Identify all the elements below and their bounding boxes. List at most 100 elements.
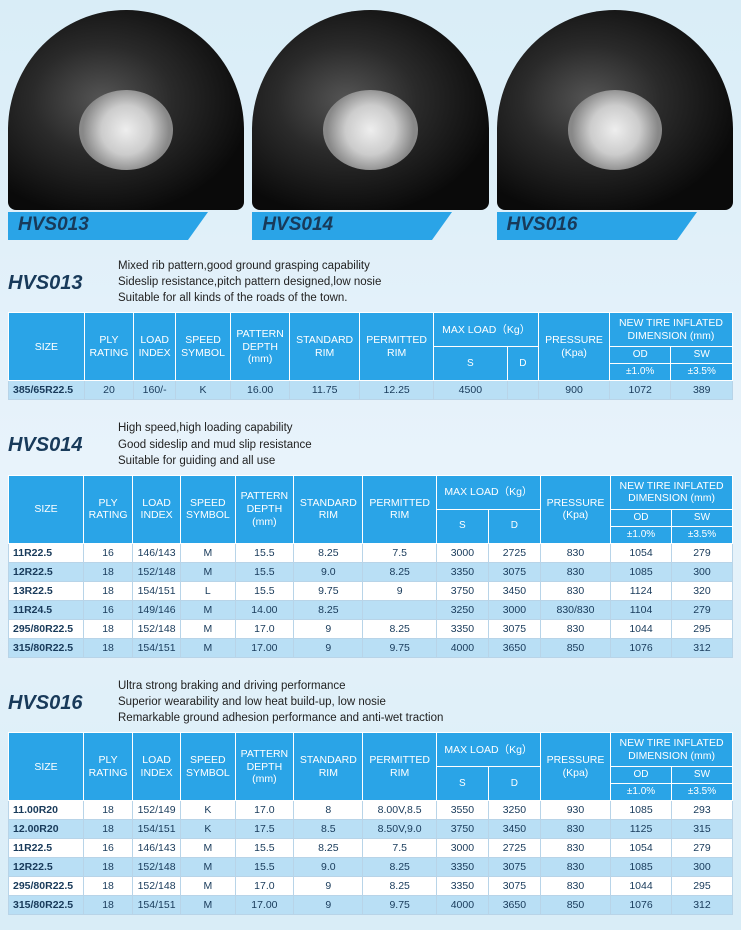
table-cell: 1076 xyxy=(611,896,672,915)
table-cell: M xyxy=(181,858,236,877)
tire-card-2: HVS016 xyxy=(497,10,733,244)
tire-label: HVS016 xyxy=(507,214,578,236)
table-cell: 15.5 xyxy=(235,562,294,581)
col-header: PRESSURE(Kpa) xyxy=(540,475,610,543)
table-cell: 8.00V,8.5 xyxy=(363,801,436,820)
table-cell: 12.25 xyxy=(360,381,434,400)
table-cell: 293 xyxy=(671,801,732,820)
table-cell: 152/148 xyxy=(133,619,181,638)
table-cell: 7.5 xyxy=(363,839,436,858)
table-cell: 18 xyxy=(84,858,133,877)
table-cell: 11R24.5 xyxy=(9,600,84,619)
table-cell: 3350 xyxy=(436,877,488,896)
table-cell: 312 xyxy=(671,896,732,915)
table-cell: 1124 xyxy=(611,581,672,600)
table-cell: 295/80R22.5 xyxy=(9,619,84,638)
table-cell: 9 xyxy=(294,619,363,638)
table-cell: 830 xyxy=(540,543,610,562)
table-cell xyxy=(507,381,539,400)
table-cell: 830/830 xyxy=(540,600,610,619)
table-cell: 830 xyxy=(540,839,610,858)
table-cell: 8.25 xyxy=(363,562,436,581)
table-cell: 17.5 xyxy=(235,820,294,839)
table-row: 12R22.518152/148M15.59.08.25335030758301… xyxy=(9,562,733,581)
table-cell: 3350 xyxy=(436,562,488,581)
table-cell: 850 xyxy=(540,638,610,657)
table-cell: 300 xyxy=(671,858,732,877)
table-cell: 3750 xyxy=(436,820,488,839)
table-cell: 149/146 xyxy=(133,600,181,619)
table-cell: 830 xyxy=(540,877,610,896)
section-title: HVS013 xyxy=(8,254,118,295)
section-description: Mixed rib pattern,good ground grasping c… xyxy=(118,254,381,306)
table-cell: 154/151 xyxy=(133,896,181,915)
table-cell: 8.25 xyxy=(294,600,363,619)
col-header: PRESSURE(Kpa) xyxy=(540,733,610,801)
table-cell: K xyxy=(181,820,236,839)
table-cell: 3450 xyxy=(488,820,540,839)
col-header: NEW TIRE INFLATEDDIMENSION (mm) xyxy=(611,733,733,767)
table-cell: 9.75 xyxy=(363,896,436,915)
table-cell: M xyxy=(181,877,236,896)
table-cell: L xyxy=(181,581,236,600)
col-header: NEW TIRE INFLATEDDIMENSION (mm) xyxy=(611,475,733,509)
table-cell: 3000 xyxy=(436,543,488,562)
col-header: OD xyxy=(611,509,672,526)
table-cell: 146/143 xyxy=(133,543,181,562)
table-cell: 16 xyxy=(84,543,133,562)
table-cell: 152/148 xyxy=(133,562,181,581)
table-cell: 830 xyxy=(540,619,610,638)
col-header: D xyxy=(488,767,540,801)
table-cell: 9 xyxy=(363,581,436,600)
table-cell: 154/151 xyxy=(133,820,181,839)
table-cell: 16 xyxy=(84,600,133,619)
table-cell: 3250 xyxy=(436,600,488,619)
table-cell: 1054 xyxy=(611,839,672,858)
table-cell: 3350 xyxy=(436,619,488,638)
table-cell: 4500 xyxy=(434,381,507,400)
col-header: PERMITTEDRIM xyxy=(360,313,434,381)
table-row: 11R22.516146/143M15.58.257.5300027258301… xyxy=(9,543,733,562)
col-header: PERMITTEDRIM xyxy=(363,733,436,801)
table-cell: 17.0 xyxy=(235,877,294,896)
table-cell: 1044 xyxy=(611,619,672,638)
table-cell: 2725 xyxy=(488,543,540,562)
table-cell: 830 xyxy=(540,820,610,839)
table-cell: 930 xyxy=(540,801,610,820)
tire-label-bar: HVS016 xyxy=(497,208,733,244)
col-header: SPEEDSYMBOL xyxy=(181,733,236,801)
spec-table: SIZEPLYRATINGLOADINDEXSPEEDSYMBOLPATTERN… xyxy=(8,475,733,658)
table-cell: 3075 xyxy=(488,619,540,638)
table-cell: 18 xyxy=(84,638,133,657)
table-row: 295/80R22.518152/148M17.098.253350307583… xyxy=(9,877,733,896)
col-header: SW xyxy=(671,347,733,364)
col-header: S xyxy=(436,509,488,543)
table-cell: 17.0 xyxy=(235,619,294,638)
table-cell: 315/80R22.5 xyxy=(9,638,84,657)
table-cell: 17.00 xyxy=(235,638,294,657)
table-cell: 17.00 xyxy=(235,896,294,915)
tire-image-row: HVS013 HVS014 HVS016 xyxy=(0,0,741,244)
table-cell: 11.75 xyxy=(290,381,360,400)
table-cell: M xyxy=(181,562,236,581)
tire-label-bar: HVS013 xyxy=(8,208,244,244)
col-header: ±3.5% xyxy=(671,784,732,801)
table-cell: M xyxy=(181,839,236,858)
col-header: STANDARDRIM xyxy=(294,733,363,801)
col-header: ±3.5% xyxy=(671,526,732,543)
table-cell: 11R22.5 xyxy=(9,543,84,562)
table-cell: M xyxy=(181,896,236,915)
tire-label-bar: HVS014 xyxy=(252,208,488,244)
table-cell: 9 xyxy=(294,877,363,896)
table-cell: 146/143 xyxy=(133,839,181,858)
table-cell: 3000 xyxy=(436,839,488,858)
table-cell: 18 xyxy=(84,619,133,638)
table-row: 11.00R2018152/149K17.088.00V,8.535503250… xyxy=(9,801,733,820)
table-cell: 389 xyxy=(671,381,733,400)
table-cell: 2725 xyxy=(488,839,540,858)
table-row: 13R22.518154/151L15.59.75937503450830112… xyxy=(9,581,733,600)
table-cell: M xyxy=(181,543,236,562)
table-cell: 1085 xyxy=(611,801,672,820)
col-header: SIZE xyxy=(9,313,85,381)
col-header: LOADINDEX xyxy=(133,733,181,801)
